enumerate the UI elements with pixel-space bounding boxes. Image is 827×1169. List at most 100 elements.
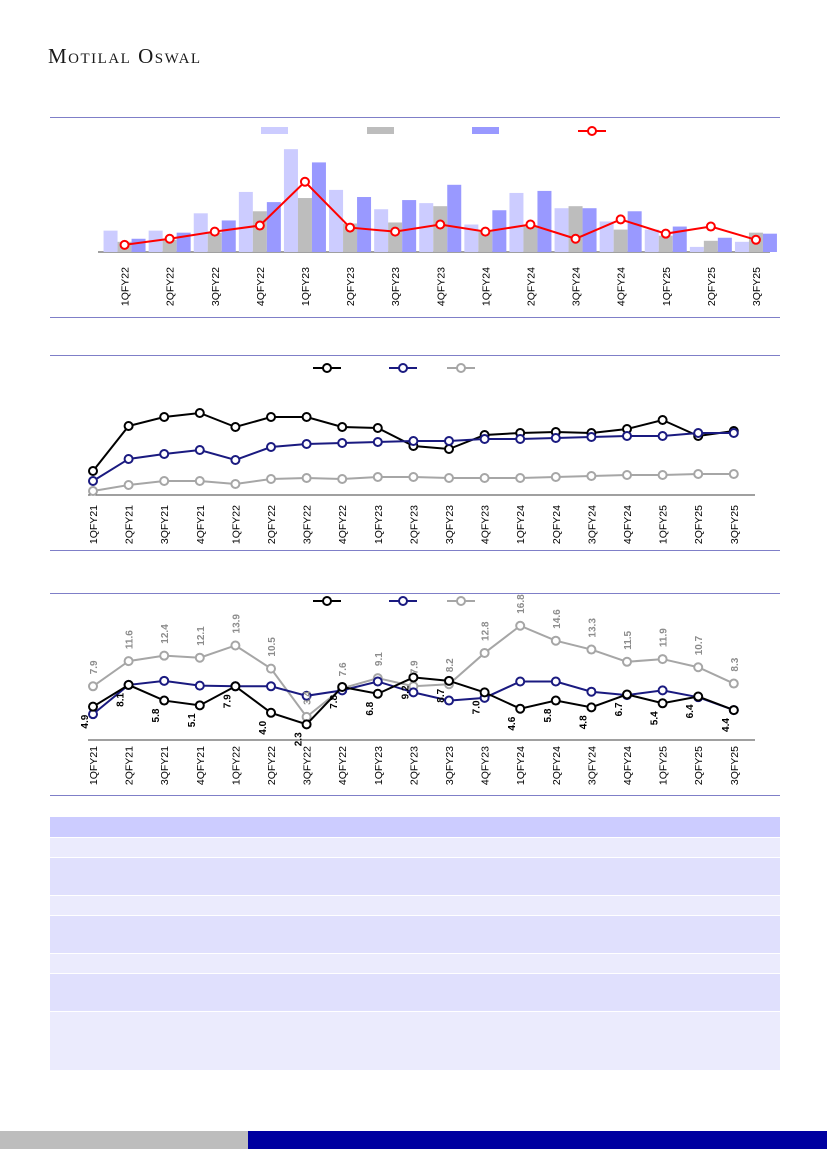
bar xyxy=(464,224,479,252)
navy-line-point xyxy=(408,436,419,446)
grey-line-point xyxy=(372,472,383,482)
x-tick-label: 3QFY21 xyxy=(159,746,171,785)
grey-line-point xyxy=(586,644,597,655)
x-tick-label: 1QFY24 xyxy=(480,267,492,306)
red-line-point xyxy=(164,233,175,244)
bar xyxy=(162,239,177,252)
black-data-label: 5.4 xyxy=(650,711,661,725)
bar xyxy=(537,190,552,252)
legend-line-grey-marker xyxy=(456,596,466,606)
x-tick-label: 3QFY23 xyxy=(444,505,456,544)
navy-line-point xyxy=(408,687,419,698)
black-line-point xyxy=(88,701,98,712)
black-line-point xyxy=(88,466,98,476)
bar xyxy=(311,162,326,252)
bar xyxy=(131,238,146,252)
bar xyxy=(717,237,732,252)
black-data-label: 4.4 xyxy=(721,718,732,732)
bar xyxy=(193,213,208,252)
navy-line-point xyxy=(693,428,704,438)
grey-data-label: 14.6 xyxy=(552,609,563,629)
grey-data-label: 10.5 xyxy=(267,637,278,657)
black-line-point xyxy=(622,689,632,700)
black-line-point xyxy=(230,422,241,432)
footer-grey-bar xyxy=(0,1131,248,1149)
black-data-label: 6.7 xyxy=(614,702,625,716)
chart1-bottom-rule xyxy=(50,317,780,318)
x-tick-label: 2QFY21 xyxy=(124,505,136,544)
bar xyxy=(447,184,462,252)
navy-line-point xyxy=(337,438,348,448)
chart2-top-rule xyxy=(50,355,780,356)
grey-data-label: 12.4 xyxy=(160,624,171,644)
black-line-point xyxy=(194,408,205,418)
x-tick-label: 1QFY21 xyxy=(88,746,100,785)
x-tick-label: 1QFY24 xyxy=(515,505,527,544)
navy-line-point xyxy=(123,454,134,464)
x-tick-label: 1QFY22 xyxy=(230,505,242,544)
black-line-point xyxy=(301,412,312,422)
black-data-label: 4.6 xyxy=(507,716,518,730)
grey-line-point xyxy=(123,656,134,667)
x-tick-label: 2QFY21 xyxy=(124,746,136,785)
grey-line-point xyxy=(550,472,561,482)
red-line-point xyxy=(119,239,130,250)
black-data-label: 8.1 xyxy=(116,692,127,706)
navy-line-point xyxy=(728,428,739,438)
bar xyxy=(297,198,312,252)
legend-swatch xyxy=(261,127,288,134)
red-line-point xyxy=(299,176,310,187)
bar xyxy=(329,189,344,252)
x-tick-label: 4QFY23 xyxy=(480,746,492,785)
grey-data-label: 9.1 xyxy=(374,652,385,666)
x-tick-label: 2QFY25 xyxy=(706,267,718,306)
grey-line-point xyxy=(479,647,490,658)
x-tick-label: 4QFY21 xyxy=(195,505,207,544)
x-tick-label: 3QFY22 xyxy=(210,267,222,306)
x-tick-label: 3QFY24 xyxy=(586,505,598,544)
bar xyxy=(554,208,569,252)
bar xyxy=(103,230,118,252)
chart-svg: 7.9 11.6 12.4 12.1 13.9 10.5 3.4 7.6 9.1 7.9 8.2 12… xyxy=(80,594,755,785)
grey-line-point xyxy=(194,652,205,663)
bar xyxy=(658,235,673,252)
bar xyxy=(207,232,222,252)
x-tick-label: 4QFY22 xyxy=(337,746,349,785)
navy-line-point xyxy=(301,439,312,449)
red-line-point xyxy=(660,228,671,239)
grey-line-point xyxy=(622,470,632,480)
navy-line-point xyxy=(550,433,561,443)
chart1-top-rule xyxy=(50,117,780,118)
x-tick-label: 2QFY22 xyxy=(266,746,278,785)
legend-swatch xyxy=(472,127,499,134)
legend-line-black-marker xyxy=(322,596,332,606)
x-tick-label: 2QFY25 xyxy=(693,746,705,785)
x-tick-label: 1QFY21 xyxy=(88,505,100,544)
bar xyxy=(402,200,417,252)
grey-data-label: 13.3 xyxy=(587,618,598,638)
grey-line-point xyxy=(159,476,170,486)
black-line-point xyxy=(479,687,490,698)
motilal-oswal-logo: Motilal Oswal xyxy=(48,44,202,68)
x-tick-label: 3QFY24 xyxy=(571,267,583,306)
x-tick-label: 2QFY23 xyxy=(345,267,357,306)
x-tick-label: 3QFY22 xyxy=(302,505,314,544)
black-data-label: 7.9 xyxy=(222,694,233,708)
bar xyxy=(283,149,298,252)
grey-line-point xyxy=(622,656,632,667)
black-line-point xyxy=(123,421,134,431)
x-tick-label: 1QFY22 xyxy=(120,267,132,306)
grey-data-label: 13.9 xyxy=(231,614,242,634)
x-tick-label: 2QFY22 xyxy=(266,505,278,544)
navy-line-point xyxy=(586,686,597,697)
black-line-point xyxy=(444,675,454,686)
grey-line-point xyxy=(728,678,739,689)
black-data-label: 8.7 xyxy=(436,688,447,702)
chart3-bottom-rule xyxy=(50,795,780,796)
bar xyxy=(238,191,253,252)
black-line-point xyxy=(372,423,383,433)
footer-blue-bar xyxy=(248,1131,827,1149)
x-tick-label: 3QFY25 xyxy=(751,267,763,306)
black-data-label: 4.9 xyxy=(80,714,91,728)
black-line-point xyxy=(515,703,526,714)
